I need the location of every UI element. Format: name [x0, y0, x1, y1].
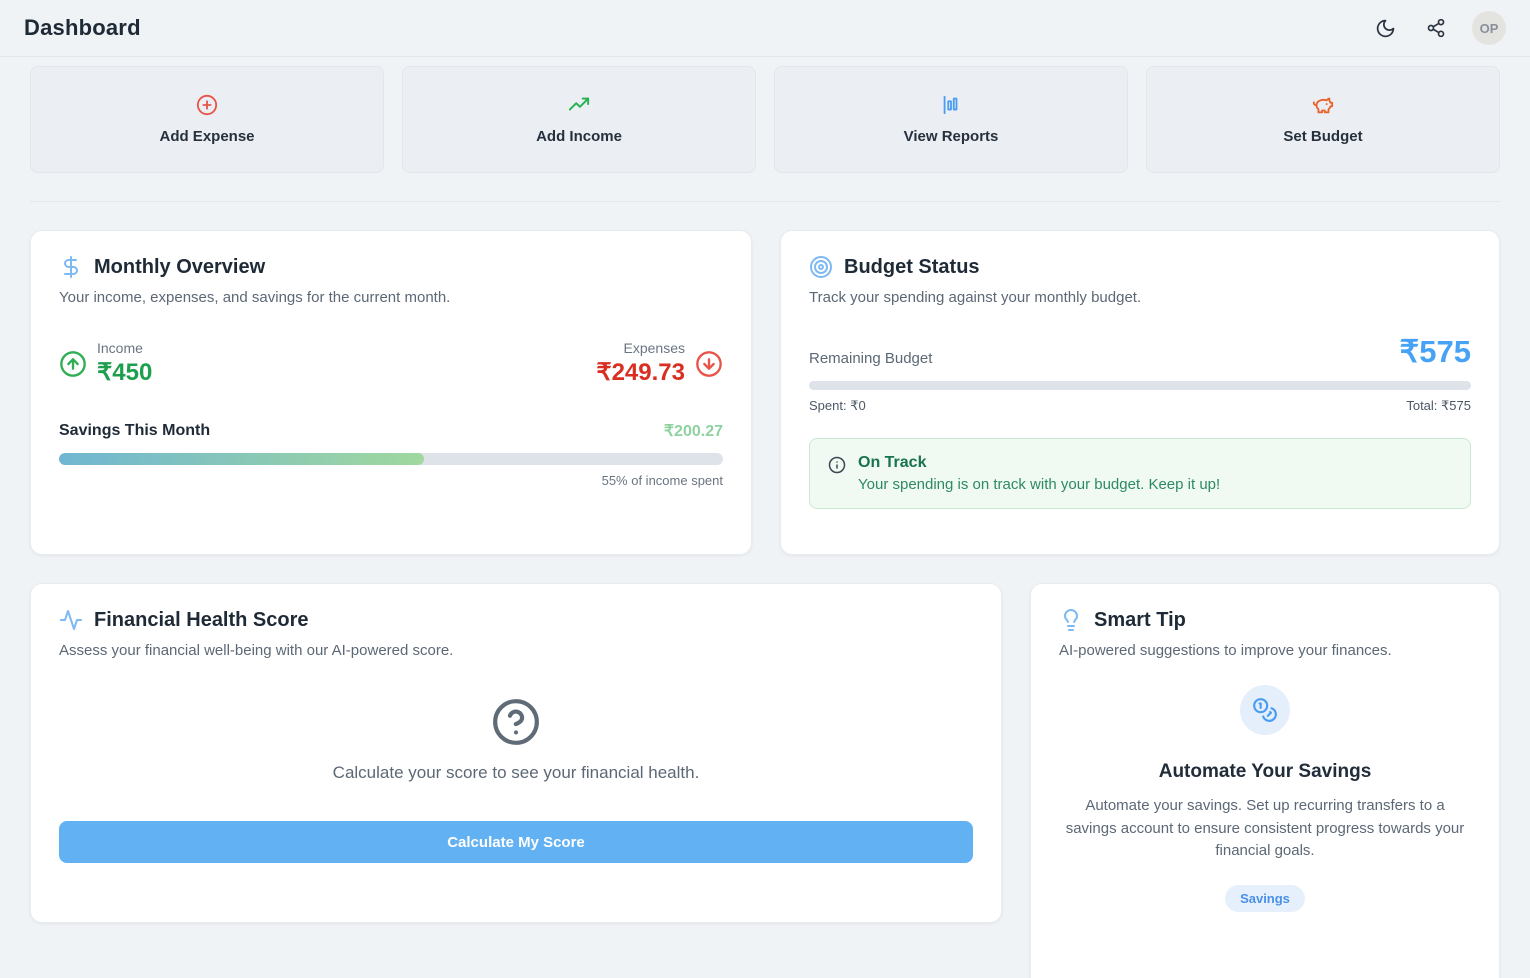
topbar-actions: OP	[1371, 11, 1506, 45]
tip-title: Automate Your Savings	[1158, 761, 1372, 782]
card-subtitle: AI-powered suggestions to improve your f…	[1059, 642, 1392, 659]
alert-title: On Track	[858, 454, 927, 471]
card-subtitle: Your income, expenses, and savings for t…	[59, 289, 451, 306]
total-text: Total: ₹575	[1406, 398, 1471, 413]
expenses-summary: Expenses ₹249.73	[596, 340, 723, 387]
income-value: ₹450	[97, 359, 153, 386]
budget-status-card: Budget Status Track your spending agains…	[780, 230, 1500, 555]
budget-progress-bar	[809, 381, 1471, 390]
expenses-label: Expenses	[623, 340, 685, 356]
card-title: Budget Status	[844, 255, 980, 278]
financial-health-card: Financial Health Score Assess your finan…	[30, 583, 1002, 923]
avatar[interactable]: OP	[1472, 11, 1506, 45]
tip-body-text: Automate your savings. Set up recurring …	[1065, 797, 1465, 859]
add-expense-button[interactable]: Add Expense	[30, 66, 384, 173]
income-label: Income	[97, 340, 143, 356]
savings-progress-bar	[59, 453, 723, 465]
arrow-up-circle-icon	[59, 350, 87, 378]
card-subtitle: Assess your financial well-being with ou…	[59, 642, 454, 659]
calculate-score-button[interactable]: Calculate My Score	[59, 821, 973, 863]
quick-actions-row: Add Expense Add Income View Reports Set …	[30, 66, 1500, 173]
savings-progress-fill	[59, 453, 425, 465]
set-budget-button[interactable]: Set Budget	[1146, 66, 1500, 173]
coins-icon	[1252, 697, 1278, 723]
smart-tip-card: Smart Tip AI-powered suggestions to impr…	[1030, 583, 1500, 978]
piggy-bank-icon	[1312, 94, 1334, 116]
target-icon	[809, 255, 833, 279]
add-income-button[interactable]: Add Income	[402, 66, 756, 173]
info-icon	[828, 456, 846, 493]
share-button[interactable]	[1422, 14, 1450, 42]
action-label: Add Expense	[159, 128, 255, 145]
calculate-prompt-text: Calculate your score to see your financi…	[332, 763, 700, 782]
savings-value: ₹200.27	[663, 423, 723, 440]
spent-note: 55% of income spent	[601, 473, 723, 488]
alert-message: Your spending is on track with your budg…	[858, 476, 1221, 493]
remaining-budget-value: ₹575	[1399, 334, 1471, 369]
activity-icon	[59, 608, 83, 632]
card-title: Monthly Overview	[94, 255, 266, 278]
lightbulb-icon	[1059, 608, 1083, 632]
income-summary: Income ₹450	[59, 340, 152, 387]
tip-icon-circle	[1240, 685, 1290, 735]
expenses-value: ₹249.73	[596, 359, 685, 386]
view-reports-button[interactable]: View Reports	[774, 66, 1128, 173]
dollar-sign-icon	[59, 255, 83, 279]
trending-up-icon	[568, 94, 590, 116]
action-label: View Reports	[903, 128, 999, 145]
card-title: Smart Tip	[1094, 608, 1186, 631]
topbar: Dashboard OP	[0, 0, 1530, 57]
section-divider	[30, 201, 1500, 202]
share-icon	[1426, 18, 1446, 38]
dark-mode-toggle[interactable]	[1371, 14, 1400, 43]
moon-icon	[1375, 18, 1396, 39]
remaining-budget-label: Remaining Budget	[809, 350, 933, 367]
arrow-down-circle-icon	[695, 350, 723, 378]
spent-text: Spent: ₹0	[809, 398, 866, 413]
on-track-alert: On Track Your spending is on track with …	[809, 438, 1471, 509]
plus-circle-icon	[196, 94, 218, 116]
bar-chart-icon	[940, 94, 962, 116]
action-label: Set Budget	[1283, 128, 1363, 145]
monthly-overview-card: Monthly Overview Your income, expenses, …	[30, 230, 752, 555]
card-subtitle: Track your spending against your monthly…	[809, 289, 1142, 306]
page-title: Dashboard	[24, 15, 141, 40]
savings-badge: Savings	[1225, 884, 1305, 912]
card-title: Financial Health Score	[94, 608, 309, 631]
action-label: Add Income	[536, 128, 622, 145]
help-circle-icon	[491, 697, 541, 747]
savings-label: Savings This Month	[59, 422, 211, 439]
